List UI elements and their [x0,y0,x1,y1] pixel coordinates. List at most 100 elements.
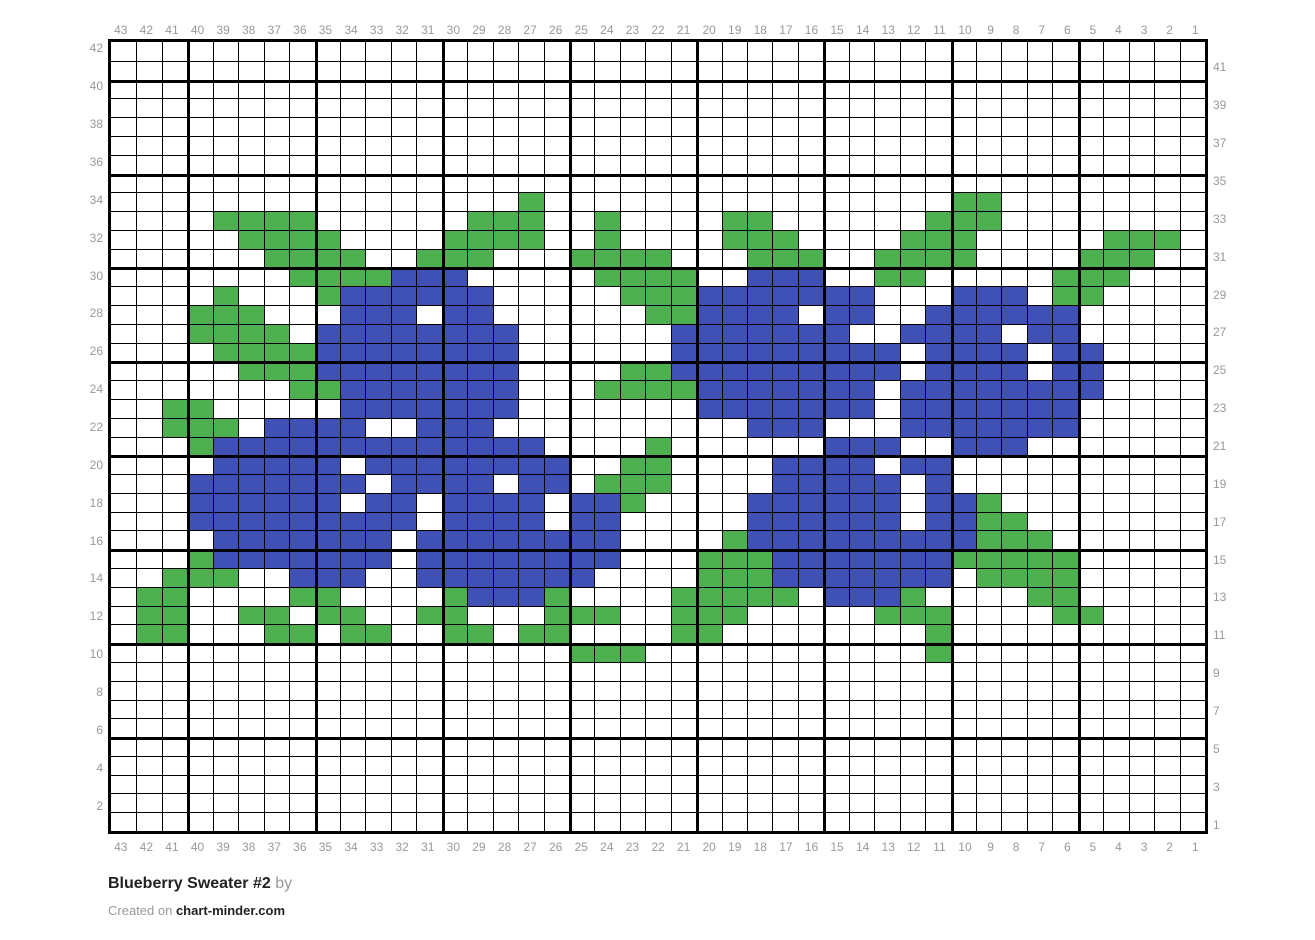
grid-cell[interactable] [263,286,290,305]
grid-cell[interactable] [1103,812,1129,831]
grid-cell[interactable] [619,661,646,681]
grid-cell[interactable] [365,248,391,268]
grid-cell[interactable] [823,755,849,775]
grid-cell[interactable] [441,511,468,531]
grid-cell[interactable] [161,192,188,212]
grid-cell[interactable] [1179,680,1205,700]
grid-cell[interactable] [1128,154,1155,174]
grid-cell[interactable] [696,624,722,644]
grid-cell[interactable] [619,173,646,193]
grid-cell[interactable] [899,380,926,399]
grid-cell[interactable] [467,117,493,136]
grid-cell[interactable] [823,793,849,813]
grid-cell[interactable] [263,248,290,268]
grid-cell[interactable] [212,248,239,268]
grid-cell[interactable] [1052,436,1078,456]
grid-cell[interactable] [670,793,697,813]
grid-cell[interactable] [1128,793,1155,813]
grid-cell[interactable] [314,323,340,343]
grid-cell[interactable] [518,624,544,644]
grid-cell[interactable] [696,211,722,230]
grid-cell[interactable] [747,117,773,136]
grid-cell[interactable] [823,417,849,437]
grid-cell[interactable] [772,661,798,681]
grid-cell[interactable] [289,117,315,136]
grid-cell[interactable] [111,229,137,249]
grid-cell[interactable] [187,229,213,249]
grid-cell[interactable] [925,624,951,644]
grid-cell[interactable] [1001,774,1027,794]
grid-cell[interactable] [365,474,391,493]
grid-cell[interactable] [339,455,366,475]
grid-cell[interactable] [1052,812,1078,831]
grid-cell[interactable] [568,699,595,719]
grid-cell[interactable] [721,398,748,418]
grid-cell[interactable] [518,680,544,700]
grid-cell[interactable] [238,605,264,625]
grid-cell[interactable] [238,737,264,756]
grid-cell[interactable] [1154,417,1180,437]
grid-cell[interactable] [390,699,417,719]
grid-cell[interactable] [416,417,442,437]
grid-cell[interactable] [1001,417,1027,437]
grid-cell[interactable] [543,79,569,99]
grid-cell[interactable] [365,624,391,644]
grid-cell[interactable] [568,492,595,512]
grid-cell[interactable] [238,173,264,193]
grid-cell[interactable] [1179,173,1205,193]
grid-cell[interactable] [314,192,340,212]
grid-cell[interactable] [568,192,595,212]
grid-cell[interactable] [492,135,519,155]
grid-cell[interactable] [645,248,671,268]
grid-cell[interactable] [1154,398,1180,418]
grid-cell[interactable] [747,380,773,399]
grid-cell[interactable] [670,380,697,399]
grid-cell[interactable] [925,154,951,174]
grid-cell[interactable] [619,229,646,249]
grid-cell[interactable] [747,699,773,719]
grid-cell[interactable] [848,286,875,305]
grid-cell[interactable] [339,154,366,174]
grid-cell[interactable] [1103,42,1129,61]
grid-cell[interactable] [543,530,569,550]
grid-cell[interactable] [212,154,239,174]
grid-cell[interactable] [492,511,519,531]
grid-cell[interactable] [797,492,824,512]
grid-cell[interactable] [136,680,162,700]
grid-cell[interactable] [238,211,264,230]
grid-cell[interactable] [1052,361,1078,381]
grid-cell[interactable] [1077,436,1104,456]
grid-cell[interactable] [1026,718,1053,738]
grid-cell[interactable] [111,530,137,550]
grid-cell[interactable] [1026,699,1053,719]
grid-cell[interactable] [238,718,264,738]
grid-cell[interactable] [518,154,544,174]
grid-cell[interactable] [721,718,748,738]
grid-cell[interactable] [1128,117,1155,136]
grid-cell[interactable] [1001,568,1027,587]
grid-cell[interactable] [518,211,544,230]
grid-cell[interactable] [289,718,315,738]
grid-cell[interactable] [111,60,137,80]
grid-cell[interactable] [136,323,162,343]
grid-cell[interactable] [976,530,1002,550]
grid-cell[interactable] [161,229,188,249]
grid-cell[interactable] [976,737,1002,756]
grid-cell[interactable] [619,605,646,625]
grid-cell[interactable] [441,79,468,99]
grid-cell[interactable] [925,436,951,456]
grid-cell[interactable] [314,417,340,437]
grid-cell[interactable] [1001,643,1027,662]
grid-cell[interactable] [339,474,366,493]
grid-cell[interactable] [492,436,519,456]
grid-cell[interactable] [339,380,366,399]
grid-cell[interactable] [670,267,697,287]
grid-cell[interactable] [1077,511,1104,531]
grid-cell[interactable] [289,530,315,550]
grid-cell[interactable] [1077,42,1104,61]
grid-cell[interactable] [416,98,442,118]
grid-cell[interactable] [797,380,824,399]
grid-cell[interactable] [1052,568,1078,587]
grid-cell[interactable] [187,135,213,155]
grid-cell[interactable] [263,511,290,531]
